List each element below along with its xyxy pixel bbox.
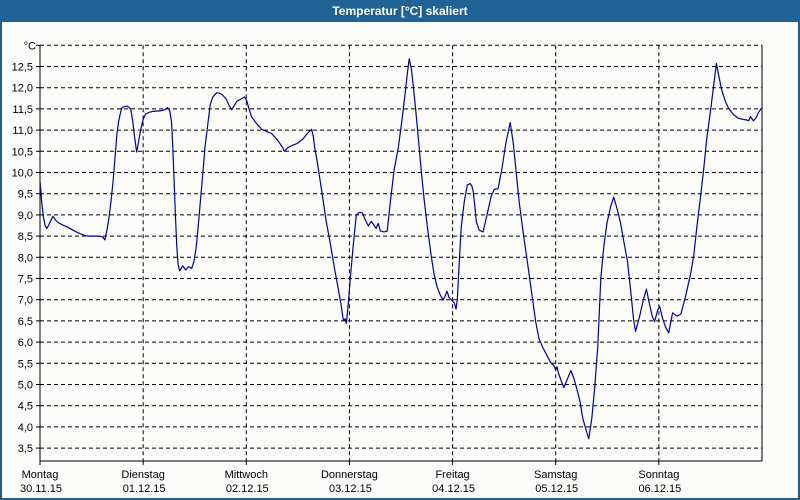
x-tick-day-label: Donnerstag <box>321 469 378 481</box>
title-bar: Temperatur [°C] skaliert <box>0 0 800 22</box>
y-tick-label: 4,0 <box>18 422 33 434</box>
y-tick-label: 3,5 <box>18 443 33 455</box>
y-tick-label: 7,5 <box>18 274 33 286</box>
temperature-trend-chart: 12,5 12,0 11,5 11,0 10,5 10,0 9,5 9,0 8,5 8,0 7,5 7… <box>12 40 763 495</box>
x-tick-day-label: Sonntag <box>638 469 679 481</box>
y-tick-label: 5,5 <box>18 358 33 370</box>
page-title: Temperatur [°C] skaliert <box>332 4 468 18</box>
x-tick-day-label: Mittwoch <box>225 469 268 481</box>
x-tick-day-label: Dienstag <box>121 469 164 481</box>
x-tick-date-label: 03.12.15 <box>329 483 372 495</box>
y-tick-label: 5,0 <box>18 380 33 392</box>
x-tick-date-label: 01.12.15 <box>123 483 166 495</box>
y-tick-label: 9,0 <box>18 210 33 222</box>
y-tick-label: 12,0 <box>12 83 33 95</box>
x-tick-day-label: Samstag <box>534 469 577 481</box>
x-tick-date-label: 05.12.15 <box>535 483 578 495</box>
y-tick-label: 12,5 <box>12 62 33 74</box>
y-tick-label: 7,0 <box>18 295 33 307</box>
y-tick-label: 4,5 <box>18 401 33 413</box>
y-tick-label: 10,5 <box>12 146 33 158</box>
x-tick-date-label: 04.12.15 <box>432 483 475 495</box>
x-tick-date-label: 02.12.15 <box>226 483 269 495</box>
y-tick-label: 6,5 <box>18 316 33 328</box>
y-axis-unit-label: °C <box>24 40 36 52</box>
y-tick-label: 11,0 <box>12 125 33 137</box>
y-tick-label: 6,0 <box>18 337 33 349</box>
y-tick-label: 8,5 <box>18 231 33 243</box>
y-tick-label: 8,0 <box>18 252 33 264</box>
y-tick-label: 9,5 <box>18 189 33 201</box>
temperature-series-line <box>39 58 763 440</box>
y-tick-label: 11,5 <box>12 104 33 116</box>
x-tick-date-label: 30.11.15 <box>20 483 62 495</box>
x-tick-day-label: Freitag <box>435 469 469 481</box>
x-tick-day-label: Montag <box>22 469 59 481</box>
y-tick-label: 10,0 <box>12 168 33 180</box>
x-tick-date-label: 06.12.15 <box>638 483 681 495</box>
